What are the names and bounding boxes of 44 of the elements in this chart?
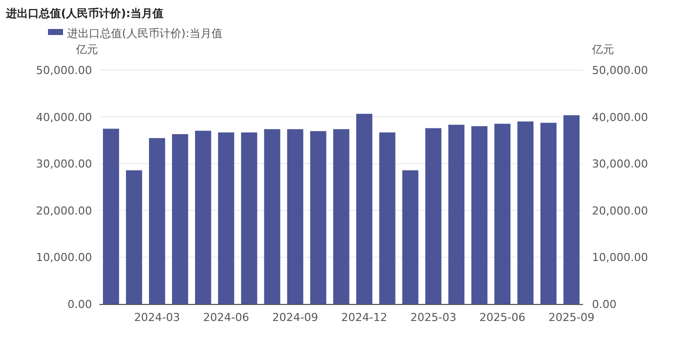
y-tick-label: 40,000.00 xyxy=(36,110,92,124)
legend-label: 进出口总值(人民币计价):当月值 xyxy=(67,27,222,40)
bar xyxy=(218,132,234,304)
bar xyxy=(241,132,258,304)
y-tick-label: 20,000.00 xyxy=(36,204,92,218)
y2-tick-label: 50,000.00 xyxy=(592,64,648,77)
bar xyxy=(264,129,280,304)
bar xyxy=(195,130,212,304)
bar xyxy=(563,115,580,304)
bar xyxy=(102,128,120,304)
bar xyxy=(425,128,442,304)
bar xyxy=(172,134,188,304)
y2-tick-label: 20,000.00 xyxy=(592,204,648,218)
bar xyxy=(333,129,350,304)
y-tick-label: 10,000.00 xyxy=(36,251,92,264)
x-tick-label: 2024-06 xyxy=(203,311,250,324)
x-tick-label: 2024-03 xyxy=(134,311,180,324)
x-tick-label: 2025-03 xyxy=(410,311,456,324)
bar xyxy=(494,124,510,304)
y-tick-label: 50,000.00 xyxy=(36,64,92,77)
bar xyxy=(471,126,488,304)
y-tick-label: 30,000.00 xyxy=(36,158,92,171)
y2-tick-label: 0.00 xyxy=(592,298,616,311)
y2-tick-label: 40,000.00 xyxy=(592,110,648,124)
bar xyxy=(356,114,372,304)
y-tick-label: 0.00 xyxy=(68,298,92,311)
x-tick-label: 2025-06 xyxy=(479,311,526,324)
bar xyxy=(517,121,534,304)
x-tick-label: 2025-09 xyxy=(548,311,594,324)
y2-axis-title: 亿元 xyxy=(591,43,614,56)
bar xyxy=(540,122,557,304)
y2-tick-label: 30,000.00 xyxy=(592,158,648,171)
bar xyxy=(379,132,396,304)
y-axis-title: 亿元 xyxy=(75,43,98,56)
x-tick-label: 2024-12 xyxy=(341,311,388,324)
x-tick-label: 2024-09 xyxy=(272,311,318,324)
bar xyxy=(402,170,418,304)
bar xyxy=(149,138,166,304)
chart-title: 进出口总值(人民币计价):当月值 xyxy=(5,7,164,20)
bar xyxy=(126,170,142,304)
bar xyxy=(448,124,464,304)
bar xyxy=(287,129,304,304)
bar xyxy=(310,131,326,304)
y2-tick-label: 10,000.00 xyxy=(592,251,648,264)
